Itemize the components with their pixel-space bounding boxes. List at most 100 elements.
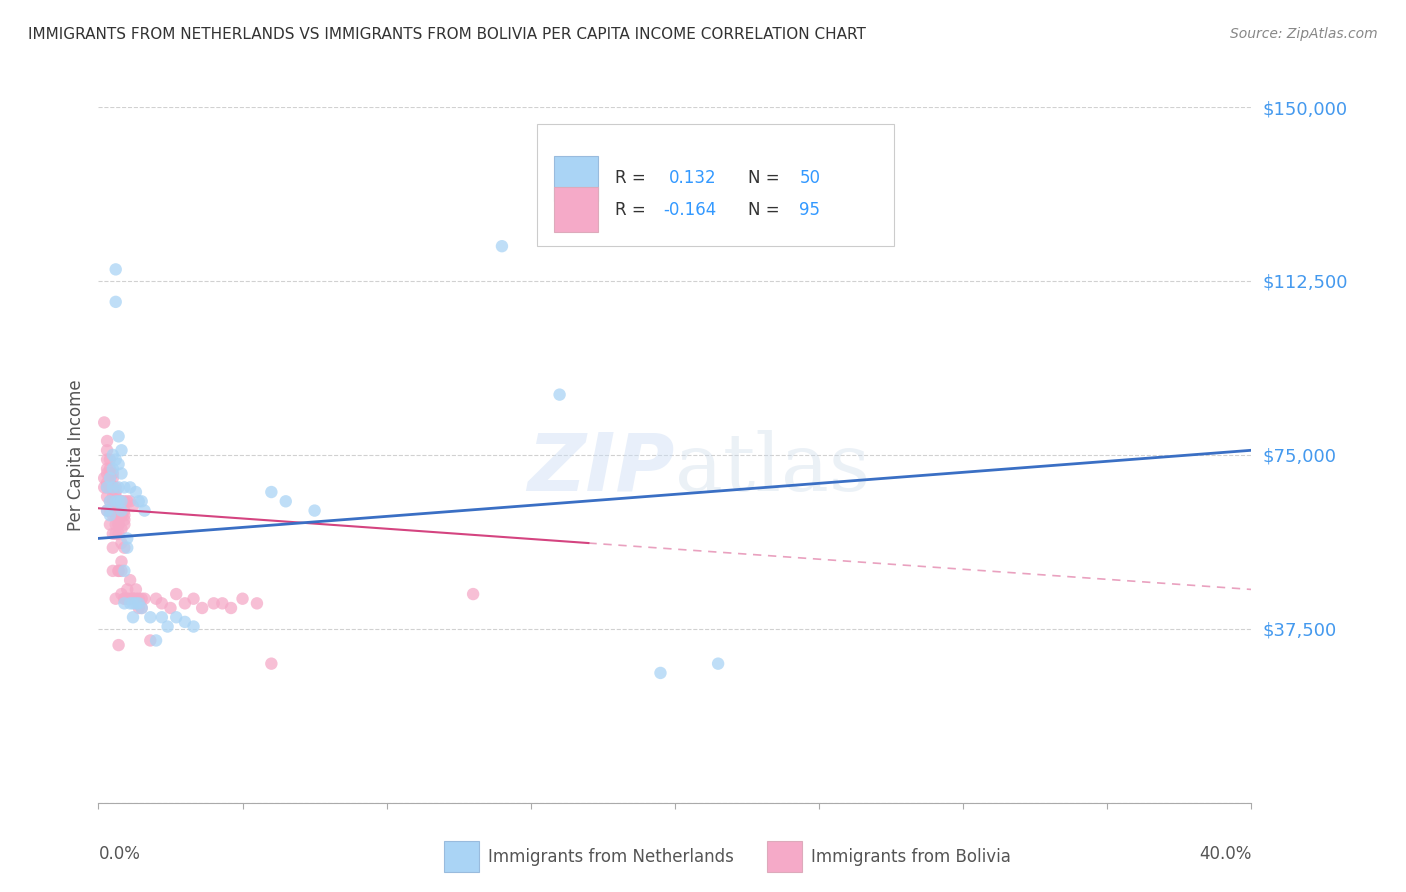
Point [104, 508, 127, 523]
Point [110, 587, 132, 601]
Point [120, 596, 142, 610]
Point [110, 522, 132, 536]
Point [107, 457, 129, 471]
Point [98, 517, 121, 532]
Point [98, 452, 121, 467]
Point [104, 526, 127, 541]
Point [101, 494, 124, 508]
Point [98, 494, 121, 508]
Point [211, 596, 233, 610]
Text: N =: N = [748, 201, 785, 219]
Point [96, 434, 118, 448]
Point [101, 480, 124, 494]
Point [128, 596, 150, 610]
Point [98, 471, 121, 485]
Bar [444, 841, 479, 872]
Point [110, 494, 132, 508]
Point [174, 615, 197, 629]
Point [101, 467, 124, 481]
Point [134, 503, 156, 517]
Point [260, 485, 283, 500]
Point [96, 467, 118, 481]
Point [110, 536, 132, 550]
Text: R =: R = [614, 201, 651, 219]
Point [125, 591, 148, 606]
Point [125, 596, 148, 610]
Point [131, 494, 153, 508]
Bar [554, 156, 598, 201]
Point [107, 526, 129, 541]
Point [101, 448, 124, 462]
Point [96, 475, 118, 490]
Point [104, 490, 127, 504]
Point [125, 485, 148, 500]
Point [112, 564, 135, 578]
Point [112, 591, 135, 606]
Point [128, 494, 150, 508]
Point [96, 462, 118, 476]
Point [117, 591, 138, 606]
Point [110, 508, 132, 523]
Point [93, 480, 115, 494]
Point [110, 494, 132, 508]
Point [98, 467, 121, 481]
Point [112, 591, 135, 606]
Point [96, 490, 118, 504]
Point [107, 429, 129, 443]
Bar [554, 187, 598, 232]
Point [120, 480, 142, 494]
Point [101, 541, 124, 555]
Point [104, 591, 127, 606]
Point [98, 480, 121, 494]
Point [131, 601, 153, 615]
Point [117, 532, 138, 546]
Point [110, 555, 132, 569]
Point [110, 443, 132, 458]
Point [98, 508, 121, 523]
Point [112, 508, 135, 523]
Point [110, 499, 132, 513]
Point [120, 573, 142, 587]
Point [260, 657, 283, 671]
Point [183, 619, 205, 633]
Point [96, 503, 118, 517]
Point [112, 541, 135, 555]
Point [101, 490, 124, 504]
Point [107, 480, 129, 494]
Point [150, 610, 173, 624]
Point [112, 517, 135, 532]
Point [117, 582, 138, 597]
Point [107, 499, 129, 513]
Point [104, 503, 127, 517]
Point [101, 526, 124, 541]
Point [104, 452, 127, 467]
Point [122, 499, 145, 513]
Point [246, 596, 269, 610]
Point [150, 596, 173, 610]
Point [96, 480, 118, 494]
Point [96, 443, 118, 458]
Point [110, 467, 132, 481]
Text: Immigrants from Bolivia: Immigrants from Bolivia [811, 848, 1011, 866]
Point [145, 633, 167, 648]
Point [231, 591, 254, 606]
Point [165, 587, 187, 601]
Point [165, 610, 187, 624]
Point [183, 591, 205, 606]
Point [93, 416, 115, 430]
Text: IMMIGRANTS FROM NETHERLANDS VS IMMIGRANTS FROM BOLIVIA PER CAPITA INCOME CORRELA: IMMIGRANTS FROM NETHERLANDS VS IMMIGRANT… [28, 27, 866, 42]
Point [101, 503, 124, 517]
Point [548, 387, 571, 401]
Text: atlas: atlas [675, 430, 870, 508]
Point [98, 462, 121, 476]
Point [120, 591, 142, 606]
Point [131, 601, 153, 615]
Point [159, 601, 181, 615]
Point [112, 503, 135, 517]
Point [104, 517, 127, 532]
Point [98, 494, 121, 508]
Point [104, 480, 127, 494]
Point [131, 591, 153, 606]
Point [145, 591, 167, 606]
Point [117, 541, 138, 555]
